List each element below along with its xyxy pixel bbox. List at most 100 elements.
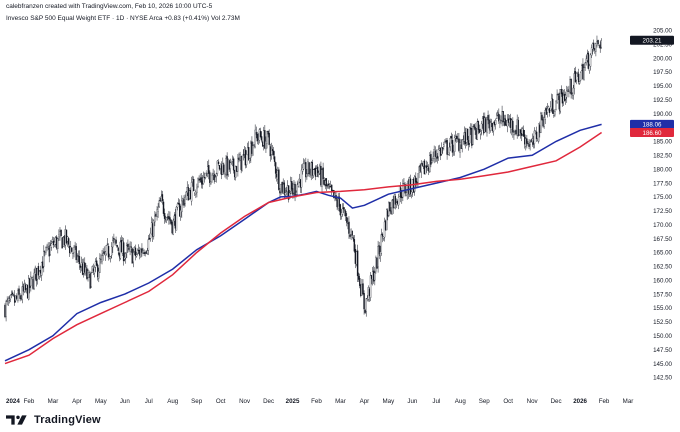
time-tick-label: Jun — [407, 398, 418, 405]
candle-body — [105, 245, 108, 255]
candle-body — [377, 246, 379, 268]
candle-body — [472, 126, 474, 145]
candle-body — [547, 106, 550, 110]
candle-body — [17, 290, 19, 301]
price-tick-label: 192.50 — [653, 97, 672, 104]
candle-body — [215, 173, 218, 177]
candle-body — [577, 73, 580, 83]
candle-body — [453, 137, 456, 152]
candle-body — [255, 131, 257, 135]
candle-body — [57, 238, 59, 249]
candle-body — [31, 276, 33, 279]
candle-body — [122, 242, 125, 262]
candle-body — [436, 155, 439, 159]
time-tick-label: Feb — [599, 398, 610, 405]
candle-body — [519, 129, 522, 134]
tradingview-logo-icon — [6, 415, 27, 425]
candle-body — [259, 131, 262, 138]
candle-body — [223, 164, 225, 173]
candle-body — [50, 243, 53, 248]
candle-body — [266, 131, 268, 144]
candle-body — [522, 130, 525, 137]
candle-body — [451, 140, 454, 153]
candle-body — [47, 246, 49, 248]
candle-body — [394, 196, 397, 205]
candle-body — [430, 154, 432, 165]
candle-body — [316, 166, 319, 173]
candle-body — [11, 292, 14, 295]
candle-body — [283, 182, 285, 194]
time-axis[interactable]: 2024 Feb Mar Apr May Jun Jul Aug Sep Oct Nov Dec 202… — [6, 398, 633, 405]
price-tick-label: 165.00 — [653, 250, 672, 257]
time-tick-label: Mar — [623, 398, 634, 405]
candle-body — [260, 136, 263, 141]
candle-body — [116, 244, 118, 248]
candle-body — [271, 148, 274, 152]
candle-body — [12, 294, 15, 296]
candle-body — [369, 275, 372, 298]
candle-body — [341, 208, 344, 215]
candle-body — [357, 275, 360, 280]
candle-body — [19, 295, 21, 299]
candle-body — [584, 62, 586, 68]
candle-body — [230, 161, 233, 163]
time-tick-label: Dec — [263, 398, 274, 405]
candle-body — [443, 144, 445, 147]
candle-body — [400, 187, 402, 198]
last-price-tag — [630, 35, 674, 45]
candle-body — [126, 245, 128, 253]
candle-body — [136, 250, 139, 254]
candle-body — [200, 177, 202, 183]
time-tick-label: 2026 — [573, 398, 587, 405]
price-tick-label: 175.00 — [653, 194, 672, 201]
candle-body — [175, 206, 178, 231]
candle-body — [154, 215, 156, 223]
candle-body — [300, 169, 303, 188]
candle-body — [450, 136, 453, 139]
time-tick-label: Oct — [503, 398, 513, 405]
candle-body — [527, 143, 529, 144]
candle-body — [352, 237, 354, 240]
candle-body — [362, 283, 364, 295]
candle-body — [67, 238, 70, 245]
candle-body — [130, 246, 132, 248]
candle-body — [552, 98, 554, 114]
candle-body — [95, 260, 98, 266]
symbol-legend: Invesco S&P 500 Equal Weight ETF · 1D · … — [6, 15, 240, 22]
price-tick-label: 160.00 — [653, 277, 672, 284]
candle-body — [322, 167, 324, 180]
candle-body — [555, 101, 557, 110]
candle-body — [33, 272, 35, 289]
candle-body — [495, 114, 498, 120]
price-axis[interactable]: 205.00 202.50 200.00 197.50 195.00 192.50 190.… — [653, 28, 672, 382]
candle-body — [216, 160, 219, 174]
candle-body — [504, 118, 507, 126]
candle-body — [600, 40, 602, 48]
candle-body — [264, 130, 266, 149]
candle-body — [494, 120, 497, 125]
candle-body — [466, 128, 469, 141]
candle-body — [489, 122, 491, 131]
candle-body — [431, 160, 433, 163]
price-tick-label: 142.50 — [653, 375, 672, 382]
price-tick-label: 200.00 — [653, 55, 672, 62]
price-tick-label: 177.50 — [653, 180, 672, 187]
candle-body — [202, 176, 205, 184]
candle-body — [446, 140, 448, 155]
candle-body — [404, 183, 406, 194]
candle-body — [147, 239, 150, 251]
candle-body — [512, 121, 514, 133]
candle-body — [379, 251, 381, 257]
candle-body — [345, 211, 347, 217]
candle-body — [312, 169, 315, 176]
moving-average-blue — [4, 123, 602, 362]
candle-body — [241, 156, 243, 172]
candle-body — [284, 192, 287, 196]
candle-body — [557, 93, 559, 96]
candle-body — [526, 138, 528, 144]
candle-body — [297, 182, 299, 187]
time-tick-label: May — [383, 398, 396, 405]
candle-body — [127, 244, 129, 247]
candle-body — [129, 246, 131, 252]
